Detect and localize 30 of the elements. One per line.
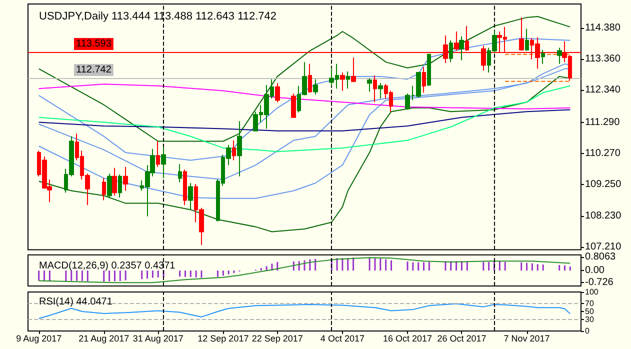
x-tick-label: 21 Aug 2017 (78, 334, 130, 344)
text: MACD(12,26,9) 0.2357 0.4371 (39, 260, 176, 272)
y-tick-label: 0.8063 (585, 252, 616, 262)
y-tick-label: 0.00 (585, 265, 605, 276)
y-tick-label: 0 (585, 326, 590, 336)
ref-line-label: 113.593 (76, 38, 112, 50)
y-tick-label: 112.340 (585, 84, 621, 96)
x-tick-label: 4 Oct 2017 (320, 334, 364, 344)
y-tick-label: 107.210 (585, 242, 622, 252)
y-tick-label: 110.270 (585, 148, 621, 159)
y-tick-label: 109.250 (585, 179, 622, 190)
y-tick-label: 100 (585, 288, 599, 296)
x-tick-label: 31 Aug 2017 (132, 334, 184, 344)
y-tick-label: 114.380 (585, 22, 621, 34)
y-tick-label: 30 (585, 314, 594, 324)
x-tick-label: 9 Aug 2017 (16, 334, 62, 344)
chart-title: RSI(14) 44.0471 (39, 296, 113, 308)
y-tick-label: -0.726 (585, 277, 614, 288)
y-tick-label: 50 (585, 307, 594, 316)
x-tick-label: 12 Sep 2017 (198, 334, 249, 344)
y-tick-label: 111.290 (585, 116, 620, 128)
x-tick-label: 16 Oct 2017 (382, 334, 432, 344)
x-tick-label: 22 Sep 2017 (252, 334, 303, 344)
y-tick-label: 70 (585, 299, 594, 308)
y-tick-label: 108.230 (585, 210, 622, 222)
x-tick-label: 7 Nov 2017 (504, 334, 550, 344)
ref-line-label: 112.742 (76, 64, 112, 76)
x-tick-label: 26 Oct 2017 (437, 334, 486, 344)
y-tick-label: 113.360 (585, 54, 621, 65)
text: USDJPY,Daily 113.444 113.488 112.643 112.742 (39, 10, 276, 22)
